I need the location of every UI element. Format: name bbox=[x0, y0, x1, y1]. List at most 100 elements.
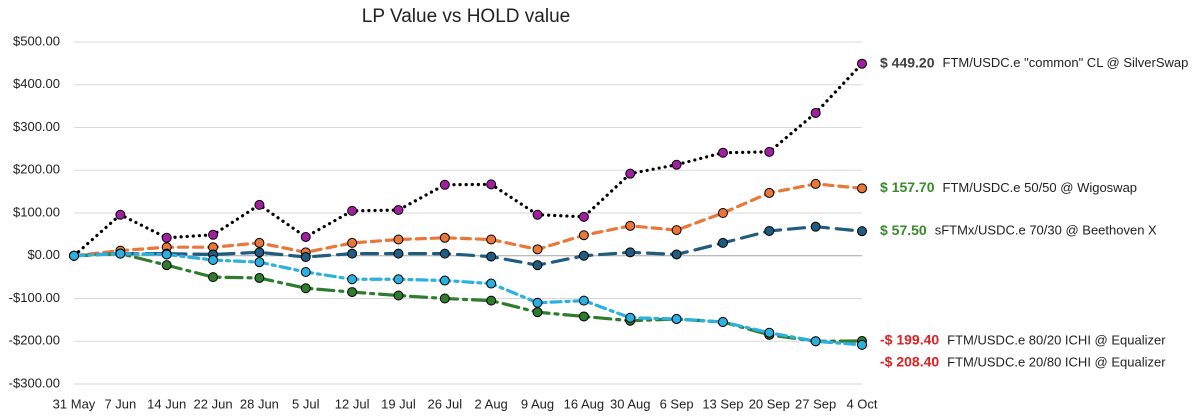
data-point bbox=[161, 260, 172, 271]
end-value-label: -$ 199.40 bbox=[880, 332, 939, 348]
x-tick-label: 28 Jun bbox=[240, 396, 279, 411]
data-point bbox=[857, 226, 867, 237]
data-point bbox=[717, 237, 728, 248]
data-point bbox=[625, 220, 636, 231]
data-point bbox=[254, 247, 265, 258]
data-point bbox=[161, 232, 172, 243]
end-value-label: $ 157.70 bbox=[880, 179, 935, 195]
data-point bbox=[671, 314, 682, 325]
data-point bbox=[347, 287, 358, 298]
data-point bbox=[300, 252, 311, 263]
data-point bbox=[717, 208, 728, 218]
series-line bbox=[72, 252, 864, 343]
x-tick-label: 30 Aug bbox=[610, 396, 651, 411]
data-point bbox=[810, 221, 821, 232]
y-tick-label: $0.00 bbox=[27, 247, 60, 262]
data-point bbox=[857, 58, 867, 69]
data-point bbox=[671, 225, 682, 236]
data-point bbox=[764, 187, 775, 198]
data-point bbox=[578, 311, 589, 322]
data-point bbox=[532, 307, 543, 318]
data-point bbox=[671, 249, 682, 260]
data-point bbox=[254, 199, 265, 210]
y-tick-label: $400.00 bbox=[13, 76, 60, 91]
data-point bbox=[347, 248, 358, 259]
data-point bbox=[254, 237, 265, 248]
data-point bbox=[347, 274, 358, 285]
data-point bbox=[532, 209, 543, 220]
data-point bbox=[300, 266, 311, 277]
series-line bbox=[72, 182, 864, 258]
data-point bbox=[764, 146, 775, 157]
data-point bbox=[625, 168, 636, 179]
data-point bbox=[347, 237, 358, 248]
end-value-label: $ 449.20 bbox=[880, 54, 935, 70]
data-point bbox=[439, 248, 450, 259]
data-point bbox=[161, 249, 172, 260]
data-point bbox=[393, 248, 404, 259]
chart-title: LP Value vs HOLD value bbox=[362, 6, 570, 27]
x-tick-label: 12 Jul bbox=[335, 396, 370, 411]
y-tick-label: $200.00 bbox=[13, 162, 60, 177]
data-point bbox=[300, 231, 311, 242]
data-point bbox=[208, 229, 219, 240]
x-tick-label: 13 Sep bbox=[702, 396, 743, 411]
data-point bbox=[857, 183, 867, 194]
x-tick-label: 2 Aug bbox=[475, 396, 508, 411]
data-point bbox=[486, 251, 497, 262]
legend-label: sFTMx/USDC.e 70/30 @ Beethoven X bbox=[935, 223, 1157, 238]
legend-label: FTM/USDC.e "common" CL @ SilverSwap bbox=[943, 55, 1189, 70]
data-point bbox=[439, 293, 450, 304]
data-point bbox=[717, 317, 728, 328]
data-point bbox=[439, 232, 450, 243]
y-tick-label: -$200.00 bbox=[9, 333, 60, 348]
data-point bbox=[486, 278, 497, 289]
series-line bbox=[72, 225, 864, 267]
data-point bbox=[532, 244, 543, 255]
x-tick-label: 27 Sep bbox=[795, 396, 836, 411]
data-point bbox=[532, 260, 543, 271]
y-tick-label: -$100.00 bbox=[9, 290, 60, 305]
x-tick-label: 14 Jun bbox=[147, 396, 186, 411]
data-point bbox=[578, 230, 589, 241]
data-point bbox=[810, 336, 821, 347]
y-tick-label: -$300.00 bbox=[9, 375, 60, 390]
x-tick-label: 20 Sep bbox=[749, 396, 790, 411]
x-tick-label: 16 Aug bbox=[564, 396, 605, 411]
x-tick-label: 7 Jun bbox=[104, 396, 136, 411]
data-point bbox=[810, 107, 821, 118]
end-value-label: -$ 208.40 bbox=[880, 354, 939, 370]
data-point bbox=[810, 178, 821, 189]
series-line bbox=[72, 252, 864, 347]
data-point bbox=[347, 205, 358, 216]
data-point bbox=[578, 250, 589, 261]
data-point bbox=[115, 248, 126, 259]
data-point bbox=[254, 272, 265, 283]
data-point bbox=[625, 247, 636, 258]
data-point bbox=[486, 295, 497, 306]
data-point bbox=[254, 257, 265, 268]
data-point bbox=[764, 327, 775, 338]
data-point bbox=[578, 295, 589, 306]
legend-label: FTM/USDC.e 50/50 @ Wigoswap bbox=[943, 180, 1138, 195]
data-point bbox=[300, 283, 311, 294]
data-point bbox=[393, 290, 404, 301]
x-tick-label: 9 Aug bbox=[521, 396, 554, 411]
legend-label: FTM/USDC.e 80/20 ICHI @ Equalizer bbox=[947, 332, 1166, 347]
data-point bbox=[208, 272, 219, 283]
x-tick-label: 6 Sep bbox=[660, 396, 694, 411]
x-tick-label: 19 Jul bbox=[381, 396, 416, 411]
data-point bbox=[671, 159, 682, 170]
data-point bbox=[393, 234, 404, 245]
data-point bbox=[857, 339, 867, 350]
data-point bbox=[532, 297, 543, 308]
data-point bbox=[625, 312, 636, 323]
legend-label: FTM/USDC.e 20/80 ICHI @ Equalizer bbox=[947, 354, 1166, 369]
y-tick-label: $300.00 bbox=[13, 119, 60, 134]
data-point bbox=[393, 274, 404, 285]
series-line bbox=[72, 62, 864, 258]
data-point bbox=[764, 225, 775, 236]
data-point bbox=[208, 255, 219, 266]
data-point bbox=[393, 205, 404, 216]
